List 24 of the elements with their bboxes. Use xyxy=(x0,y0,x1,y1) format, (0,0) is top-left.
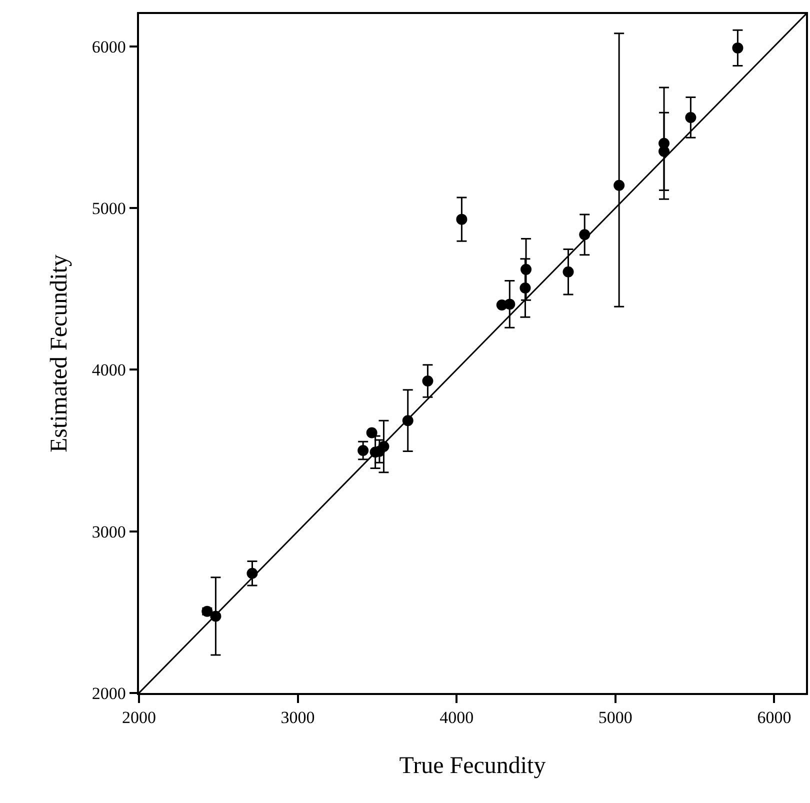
x-axis-title: True Fecundity xyxy=(399,752,546,779)
x-tick-label: 4000 xyxy=(440,708,474,728)
x-tick-label: 6000 xyxy=(757,708,792,728)
point xyxy=(358,445,369,456)
x-tick-label: 3000 xyxy=(280,708,315,728)
y-tick-label: 4000 xyxy=(92,360,126,380)
point xyxy=(520,264,532,275)
point xyxy=(658,146,670,157)
point xyxy=(366,427,378,438)
point xyxy=(520,282,531,294)
point xyxy=(562,266,574,278)
point xyxy=(685,112,696,123)
point xyxy=(732,42,744,54)
point xyxy=(614,180,625,191)
y-axis-title: Estimated Fecundity xyxy=(46,254,72,452)
point xyxy=(456,214,468,225)
point xyxy=(496,300,508,310)
y-tick-label: 6000 xyxy=(92,37,126,56)
y-tick-label: 5000 xyxy=(92,198,126,218)
y-tick-label: 3000 xyxy=(92,522,126,542)
x-tick-label: 5000 xyxy=(598,708,632,728)
x-tick-label: 2000 xyxy=(122,708,156,728)
y-tick-label: 2000 xyxy=(92,684,126,703)
point xyxy=(422,375,434,386)
